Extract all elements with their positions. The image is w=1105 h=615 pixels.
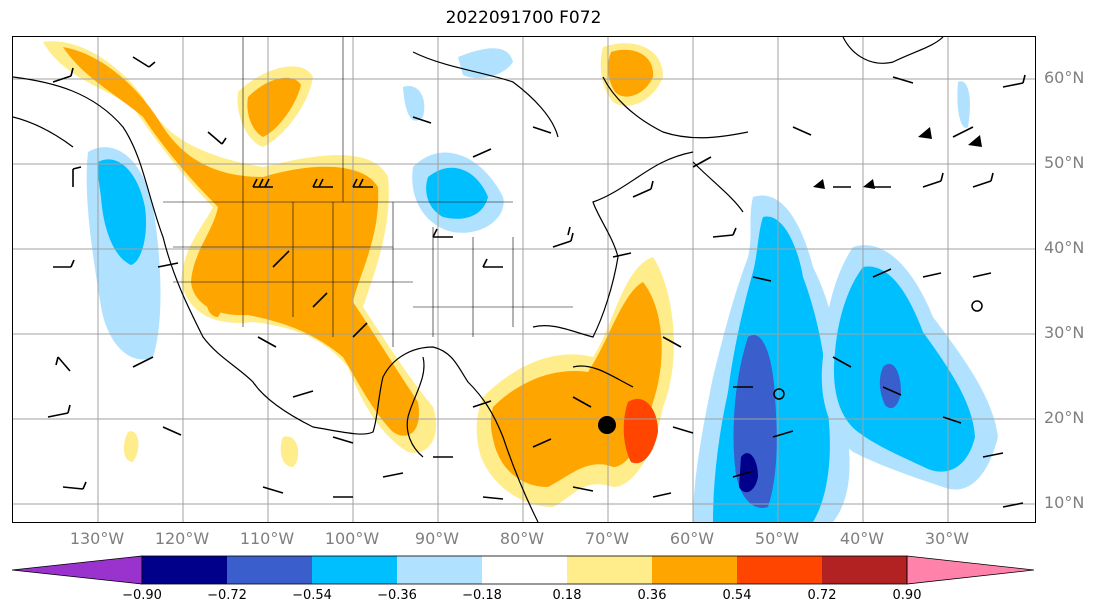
lon-label: 70°W [584,529,630,548]
colorbar-segment [737,556,822,584]
colorbar-tick: 0.36 [637,588,667,603]
lat-label: 10°N [1044,493,1085,512]
colorbar-segment [227,556,312,584]
graticule [13,37,1035,522]
colorbar [12,555,1034,585]
colorbar-tick: 0.90 [892,588,922,603]
lon-label: 80°W [499,529,545,548]
colorbar-segment [906,555,1034,585]
lat-label: 40°N [1044,238,1085,257]
lat-label: 30°N [1044,323,1085,342]
map-canvas [13,37,1035,522]
lon-label: 110°W [239,529,295,548]
colorbar-segment [12,555,143,585]
lat-label: 60°N [1044,68,1085,87]
colorbar-tick: 0.18 [552,588,582,603]
colorbar-segment [652,556,737,584]
lon-label: 60°W [669,529,715,548]
lon-label: 40°W [839,529,885,548]
lat-label: 50°N [1044,153,1085,172]
colorbar-tick: −0.18 [462,588,502,603]
colorbar-tick: 0.72 [807,588,837,603]
storm-marker [598,416,616,434]
calm-marker [971,300,983,312]
coastlines [13,37,944,522]
colorbar-tick: −0.54 [292,588,332,603]
lon-label: 120°W [154,529,210,548]
calm-marker [773,388,785,400]
anomaly-contours [43,41,998,522]
lon-label: 30°W [924,529,970,548]
colorbar-tick: 0.54 [722,588,752,603]
borders [163,37,573,347]
colorbar-tick: −0.90 [122,588,162,603]
lat-label: 20°N [1044,408,1085,427]
colorbar-segment [822,556,907,584]
wind-barbs [47,56,1026,508]
colorbar-segment [397,556,482,584]
lon-label: 50°W [754,529,800,548]
colorbar-segment [567,556,652,584]
lon-label: 130°W [69,529,125,548]
lon-label: 100°W [324,529,380,548]
colorbar-segment [142,556,227,584]
lon-label: 90°W [414,529,460,548]
map-title: 2022091700 F072 [445,8,602,28]
map-panel[interactable] [12,36,1036,523]
colorbar-tick: −0.36 [377,588,417,603]
colorbar-segment [312,556,397,584]
wind-pennants [813,127,982,189]
colorbar-tick: −0.72 [207,588,247,603]
colorbar-segment [482,556,567,584]
